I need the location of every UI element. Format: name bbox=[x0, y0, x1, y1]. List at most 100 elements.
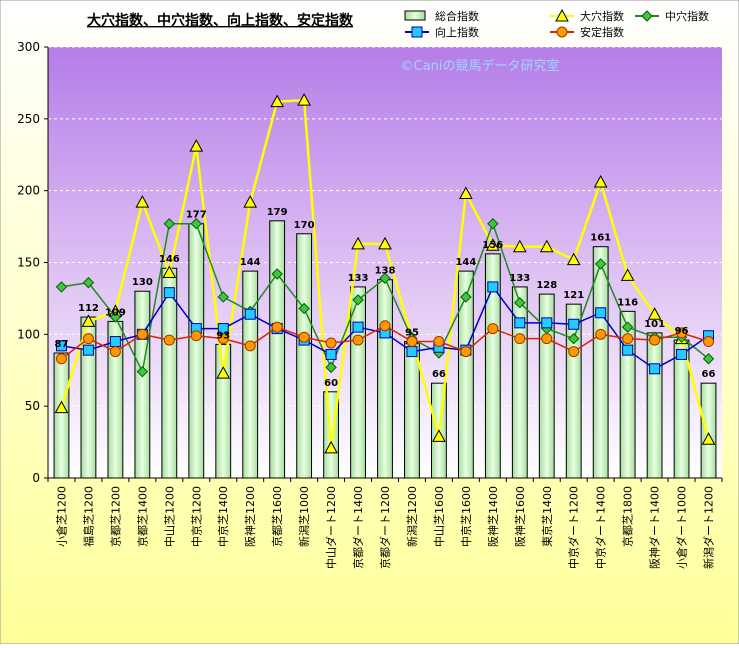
line-point bbox=[352, 294, 364, 306]
line-point bbox=[621, 321, 634, 333]
line-point bbox=[555, 8, 569, 22]
line-point bbox=[541, 333, 553, 345]
x-tick-label: 小倉ダート1000 bbox=[675, 486, 689, 569]
line-point bbox=[136, 365, 149, 378]
x-tick-label: 京都芝1600 bbox=[270, 486, 284, 547]
line-point bbox=[55, 353, 67, 365]
line-point bbox=[352, 334, 364, 346]
y-tick-label: 0 bbox=[32, 471, 40, 485]
line-point bbox=[641, 10, 653, 22]
x-tick-label: 京都ダート1200 bbox=[378, 486, 392, 569]
line-point bbox=[136, 328, 148, 340]
series-diamond bbox=[55, 218, 715, 378]
bar-data-label: 133 bbox=[348, 273, 369, 284]
bar bbox=[700, 382, 717, 479]
line-point bbox=[595, 307, 607, 319]
line-point bbox=[676, 348, 688, 360]
line-point bbox=[163, 334, 175, 346]
line-point bbox=[460, 346, 472, 358]
x-tick-label: 京都芝1800 bbox=[621, 486, 635, 547]
bar-data-label: 156 bbox=[482, 240, 503, 251]
line-point bbox=[433, 336, 445, 348]
line-point bbox=[541, 317, 553, 329]
bar-data-label: 144 bbox=[240, 257, 261, 268]
line-point bbox=[162, 265, 177, 279]
legend-entry: 安定指数 bbox=[550, 25, 624, 39]
x-tick-label: 阪神芝1200 bbox=[243, 486, 257, 547]
line-point bbox=[514, 317, 526, 329]
bar bbox=[269, 220, 286, 479]
line-point bbox=[378, 236, 392, 250]
y-tick-label: 50 bbox=[25, 399, 40, 413]
line-point bbox=[325, 348, 337, 360]
line-point bbox=[647, 307, 662, 320]
bar-data-label: 60 bbox=[324, 378, 338, 389]
x-tick-label: 中山芝1200 bbox=[163, 486, 176, 547]
line-point bbox=[244, 340, 256, 352]
x-axis: 小倉芝1200 福島芝1200 京都芝1200 京都芝1400 中山芝1200 中京芝12… bbox=[47, 477, 723, 569]
series-square bbox=[55, 281, 715, 375]
x-tick-label: 阪神芝1400 bbox=[486, 486, 500, 547]
legend-swatch bbox=[404, 10, 426, 21]
line-point bbox=[352, 321, 364, 333]
line-point bbox=[325, 361, 337, 374]
line-point bbox=[594, 258, 607, 270]
watermark-text: ©Caniの競馬データ研究室 bbox=[401, 58, 560, 74]
x-tick-label: 東京芝1400 bbox=[540, 486, 554, 547]
bar-data-label: 112 bbox=[78, 303, 99, 314]
x-tick-label: 新潟ダート1200 bbox=[702, 486, 716, 569]
line-point bbox=[243, 195, 258, 208]
bar-data-label: 130 bbox=[132, 277, 153, 288]
line-point bbox=[244, 308, 256, 320]
x-tick-label: 新潟芝1200 bbox=[405, 486, 419, 547]
x-tick-label: 中山ダート1200 bbox=[324, 486, 338, 569]
line-point bbox=[298, 331, 310, 343]
line-point bbox=[216, 366, 231, 379]
line-point bbox=[485, 238, 500, 251]
line-point bbox=[163, 218, 176, 230]
chart-title: 大穴指数、中穴指数、向上指数、安定指数 bbox=[87, 12, 354, 29]
line-point bbox=[568, 318, 580, 330]
line-point bbox=[270, 94, 285, 108]
legend-label: 中穴指数 bbox=[665, 9, 709, 23]
bar bbox=[53, 352, 70, 479]
line-point bbox=[271, 268, 283, 280]
bar-data-label: 128 bbox=[536, 280, 557, 291]
line-point bbox=[297, 93, 311, 106]
legend-label: 大穴指数 bbox=[580, 9, 624, 23]
bar bbox=[242, 270, 259, 479]
series-circle bbox=[55, 320, 715, 365]
line-point bbox=[487, 323, 499, 335]
bar-data-label: 161 bbox=[590, 233, 611, 244]
bar-data-label: 95 bbox=[405, 328, 419, 339]
x-tick-label: 中京ダート1400 bbox=[594, 486, 608, 569]
line-point bbox=[566, 252, 581, 266]
line-point bbox=[324, 440, 338, 454]
legend-label: 総合指数 bbox=[435, 9, 479, 23]
bar-data-label: 96 bbox=[675, 326, 689, 337]
line-point bbox=[649, 334, 661, 346]
line-point bbox=[82, 333, 94, 345]
bar-data-label: 87 bbox=[55, 339, 69, 350]
legend-label: 向上指数 bbox=[435, 25, 479, 39]
x-tick-label: 新潟芝1000 bbox=[297, 486, 311, 547]
bar-data-label: 101 bbox=[644, 319, 665, 330]
bar-data-labels: 87 112 109 130 146 177 93 144 179 170 60 133 138 95 66… bbox=[55, 207, 716, 389]
x-tick-label: 福島芝1200 bbox=[81, 486, 95, 547]
bar-data-label: 66 bbox=[702, 369, 716, 380]
line-point bbox=[298, 302, 310, 315]
line-point bbox=[568, 332, 580, 345]
line-point bbox=[82, 276, 95, 289]
line-point bbox=[701, 432, 716, 445]
line-point bbox=[512, 239, 527, 253]
legend-entry: 中穴指数 bbox=[635, 9, 709, 23]
line-point bbox=[649, 363, 661, 375]
x-tick-label: 中山芝1600 bbox=[433, 486, 446, 547]
line-point bbox=[622, 333, 634, 345]
bar bbox=[592, 246, 609, 479]
legend-entry: 大穴指数 bbox=[550, 8, 624, 23]
line-point bbox=[703, 336, 715, 348]
x-tick-label: 京都芝1400 bbox=[135, 486, 149, 547]
